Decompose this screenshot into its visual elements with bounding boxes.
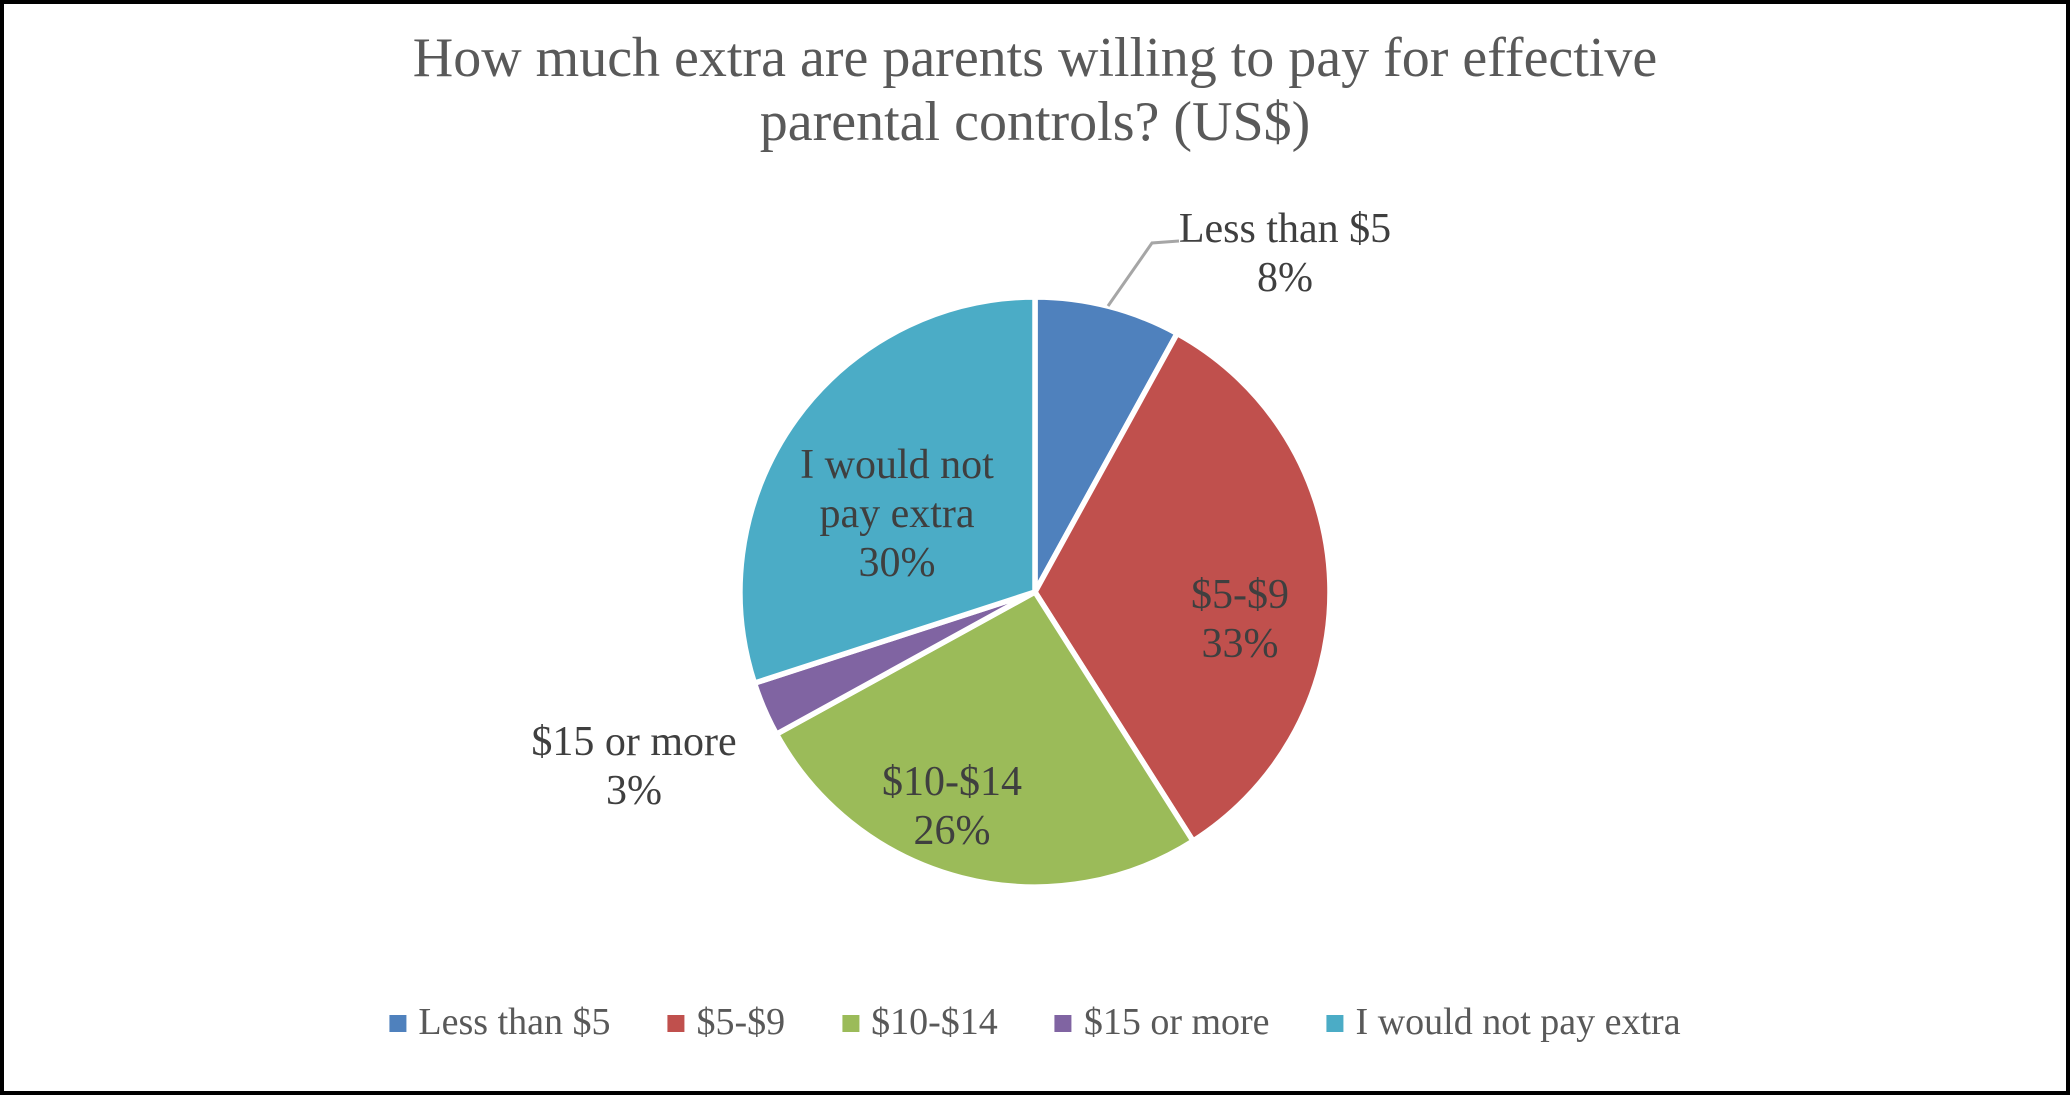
pie-slice-less-than-5 [1032, 294, 1180, 595]
data-label-percent: 26% [913, 808, 991, 854]
data-label-category: $15 or more [531, 719, 737, 765]
legend-item-5-9: $5-$9 [667, 1000, 786, 1044]
legend: Less than $5 $5-$9 $10-$14 $15 or more I wou… [389, 1000, 1681, 1044]
legend-label: $10-$14 [871, 1001, 998, 1043]
legend-item-i-would-not-pay-extra: I would not pay extra [1326, 1000, 1681, 1044]
data-label-percent: 3% [605, 768, 662, 814]
legend-label: Less than $5 [418, 1001, 611, 1043]
chart-title: How much extra are parents willing to pa… [0, 26, 2070, 154]
legend-swatch-icon [389, 1015, 407, 1032]
legend-label: $15 or more [1083, 1001, 1270, 1043]
pie-slice-5-9 [1032, 330, 1333, 844]
data-label-category: Less than $5 [1178, 206, 1392, 252]
leader-line [1106, 239, 1180, 307]
data-label-15-or-more: $15 or more 3% [531, 718, 736, 816]
data-label-category: pay extra [819, 491, 975, 537]
data-label-category: I would not [800, 442, 994, 488]
data-label-less-than-5: Less than $5 8% [1179, 205, 1391, 303]
data-label-5-9: $5-$9 33% [1191, 571, 1289, 669]
pie-slice-10-14 [773, 589, 1196, 890]
legend-swatch-icon [842, 1015, 860, 1032]
data-label-category: $5-$9 [1191, 572, 1289, 618]
legend-item-less-than-5: Less than $5 [389, 1000, 611, 1044]
pie-slices [737, 294, 1333, 890]
legend-swatch-icon [1054, 1015, 1072, 1032]
data-label-percent: 30% [858, 540, 936, 586]
data-label-percent: 8% [1256, 255, 1313, 301]
data-label-percent: 33% [1201, 621, 1279, 667]
data-label-10-14: $10-$14 26% [882, 758, 1022, 856]
legend-swatch-icon [1326, 1015, 1344, 1032]
legend-label: $5-$9 [696, 1001, 786, 1043]
pie-slice-i-would-not-pay-extra [737, 294, 1038, 686]
data-label-would-not-pay-extra: I would not pay extra 30% [800, 441, 994, 588]
legend-item-15-or-more: $15 or more [1054, 1000, 1270, 1044]
legend-swatch-icon [667, 1015, 685, 1032]
chart-title-line-1: How much extra are parents willing to pa… [412, 27, 1658, 89]
data-label-category: $10-$14 [882, 759, 1022, 805]
legend-label: I would not pay extra [1355, 1001, 1681, 1043]
legend-item-10-14: $10-$14 [842, 1000, 998, 1044]
chart-title-line-2: parental controls? (US$) [759, 91, 1311, 153]
